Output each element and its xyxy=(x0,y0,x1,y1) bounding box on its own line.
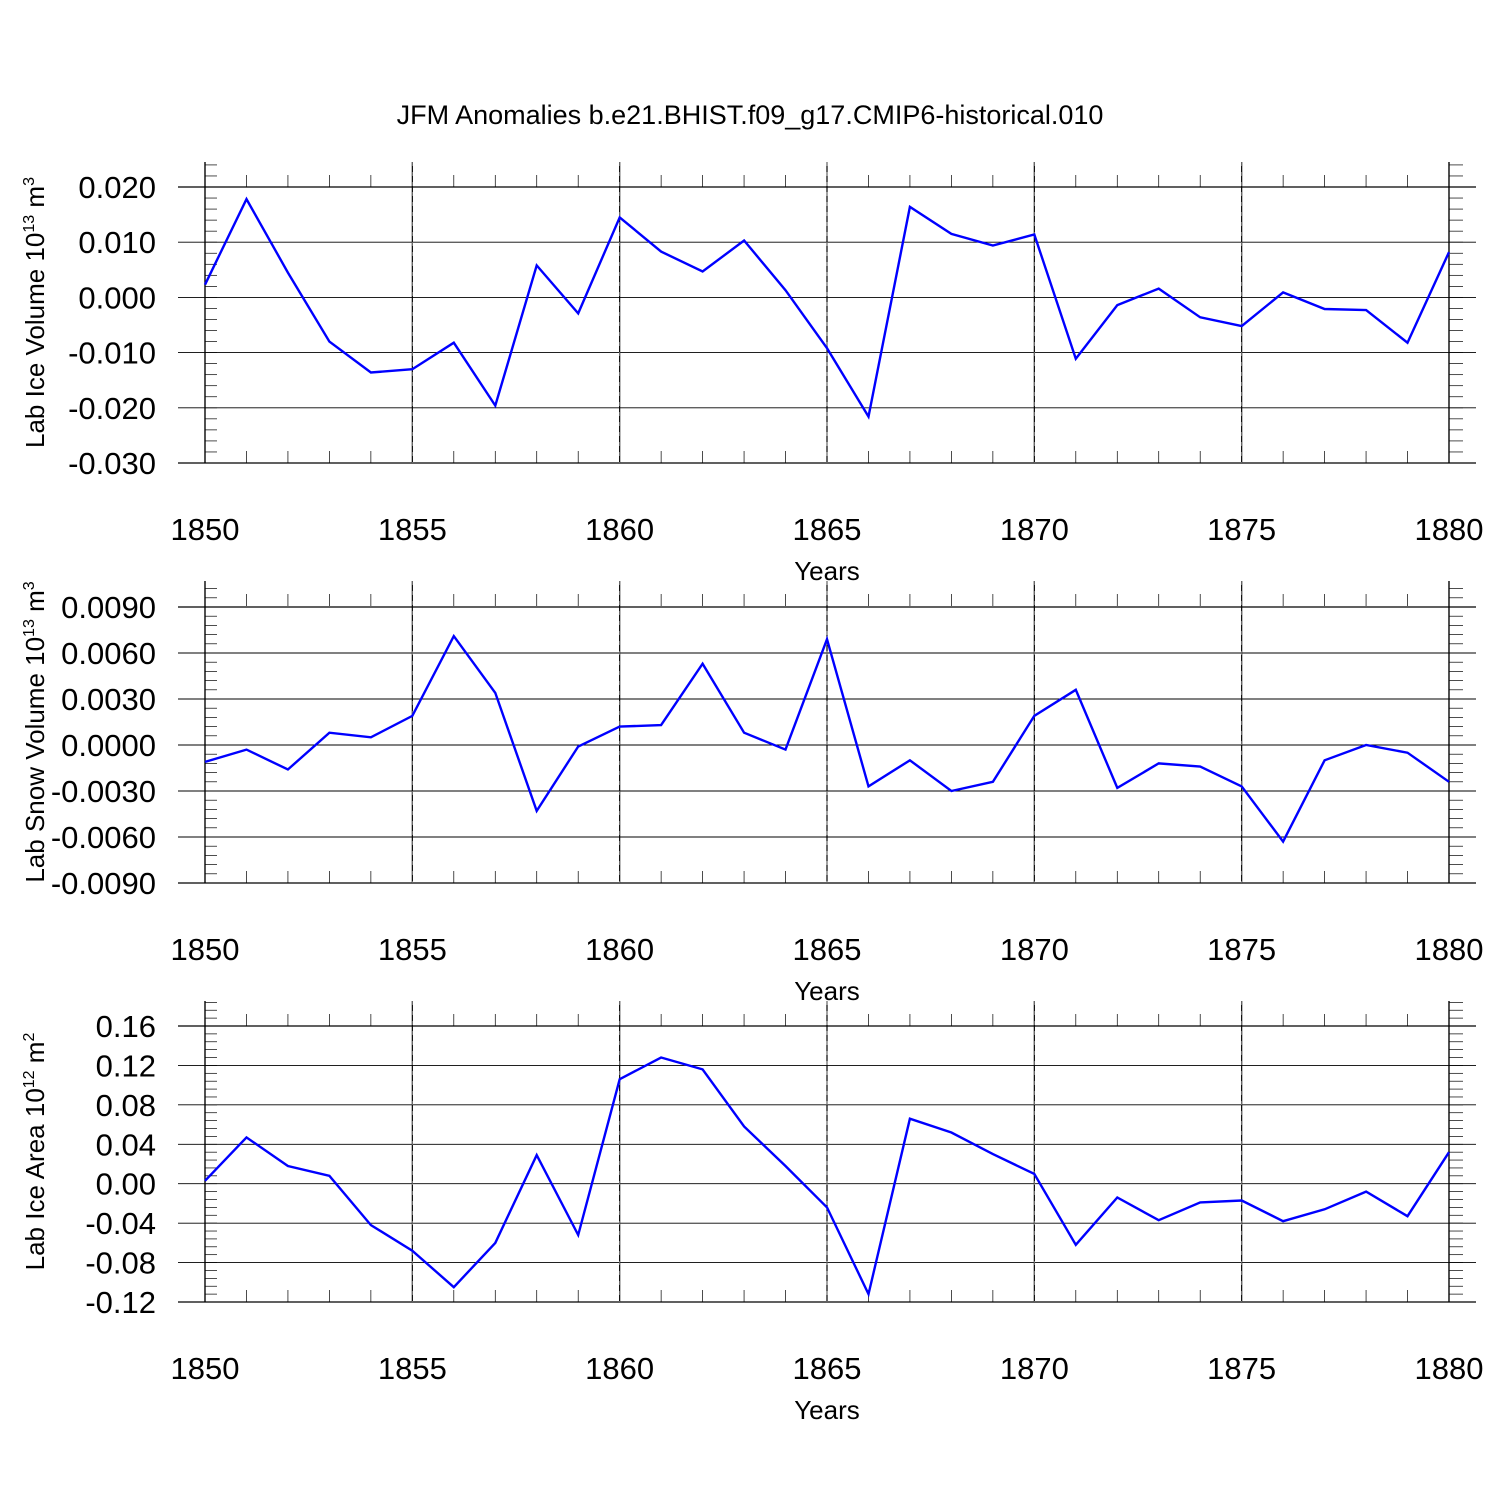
y-tick-label: -0.010 xyxy=(68,336,156,371)
y-tick-label: 0.0090 xyxy=(61,590,156,625)
x-tick-label: 1880 xyxy=(1415,932,1484,967)
x-tick-label: 1880 xyxy=(1415,512,1484,547)
x-tick-label: 1870 xyxy=(1000,1351,1069,1386)
y-axis-title: Lab Snow Volume 1013 m3 xyxy=(20,581,50,882)
x-tick-label: 1850 xyxy=(171,1351,240,1386)
x-tick-label: 1875 xyxy=(1207,512,1276,547)
y-tick-label: 0.04 xyxy=(96,1127,156,1162)
y-tick-label: -0.08 xyxy=(85,1246,156,1281)
chart-title: JFM Anomalies b.e21.BHIST.f09_g17.CMIP6-… xyxy=(397,100,1104,130)
y-tick-label: 0.08 xyxy=(96,1088,156,1123)
panel-2: -0.0090 -0.0060 -0.0030 0.0000 0.0030 0.0060 0… xyxy=(20,581,1483,1006)
y-tick-label: 0.16 xyxy=(96,1009,156,1044)
y-tick-label: -0.0030 xyxy=(51,774,156,809)
x-tick-label: 1865 xyxy=(793,512,862,547)
y-tick-label: 0.0060 xyxy=(61,636,156,671)
y-tick-label: -0.0090 xyxy=(51,866,156,901)
y-tick-label: 0.00 xyxy=(96,1167,156,1202)
x-tick-label: 1880 xyxy=(1415,1351,1484,1386)
series-line xyxy=(204,1056,1451,1298)
x-tick-label: 1850 xyxy=(171,512,240,547)
y-axis-title: Lab Ice Volume 1013 m3 xyxy=(20,177,50,448)
x-tick-label: 1860 xyxy=(585,512,654,547)
panel-1: -0.030 -0.020 -0.010 0.000 0.010 0.020 1850 185… xyxy=(20,162,1483,586)
y-tick-label: -0.12 xyxy=(85,1285,156,1320)
y-tick-label: -0.0060 xyxy=(51,820,156,855)
x-tick-label: 1865 xyxy=(793,1351,862,1386)
series-line xyxy=(203,196,1451,420)
x-tick-label: 1855 xyxy=(378,512,447,547)
x-tick-label: 1865 xyxy=(793,932,862,967)
x-axis-title: Years xyxy=(794,1395,860,1425)
panel-3: -0.12 -0.08 -0.04 0.00 0.04 0.08 0.12 0.16 1850 1… xyxy=(20,1001,1483,1425)
y-tick-label: 0.020 xyxy=(78,170,156,205)
x-tick-label: 1850 xyxy=(171,932,240,967)
x-tick-label: 1875 xyxy=(1207,1351,1276,1386)
x-tick-label: 1860 xyxy=(585,932,654,967)
x-tick-label: 1870 xyxy=(1000,932,1069,967)
y-tick-label: 0.010 xyxy=(78,225,156,260)
x-tick-label: 1875 xyxy=(1207,932,1276,967)
y-tick-label: 0.0030 xyxy=(61,682,156,717)
y-tick-label: 0.000 xyxy=(78,280,156,315)
x-tick-label: 1855 xyxy=(378,1351,447,1386)
x-tick-label: 1870 xyxy=(1000,512,1069,547)
y-tick-label: -0.04 xyxy=(85,1206,156,1241)
y-tick-label: -0.020 xyxy=(68,391,156,426)
x-tick-label: 1860 xyxy=(585,1351,654,1386)
y-tick-label: 0.0000 xyxy=(61,728,156,763)
y-axis-title: Lab Ice Area 1012 m2 xyxy=(20,1033,50,1271)
y-tick-label: -0.030 xyxy=(68,446,156,481)
series-line xyxy=(204,633,1450,844)
y-tick-label: 0.12 xyxy=(96,1048,156,1083)
x-tick-label: 1855 xyxy=(378,932,447,967)
